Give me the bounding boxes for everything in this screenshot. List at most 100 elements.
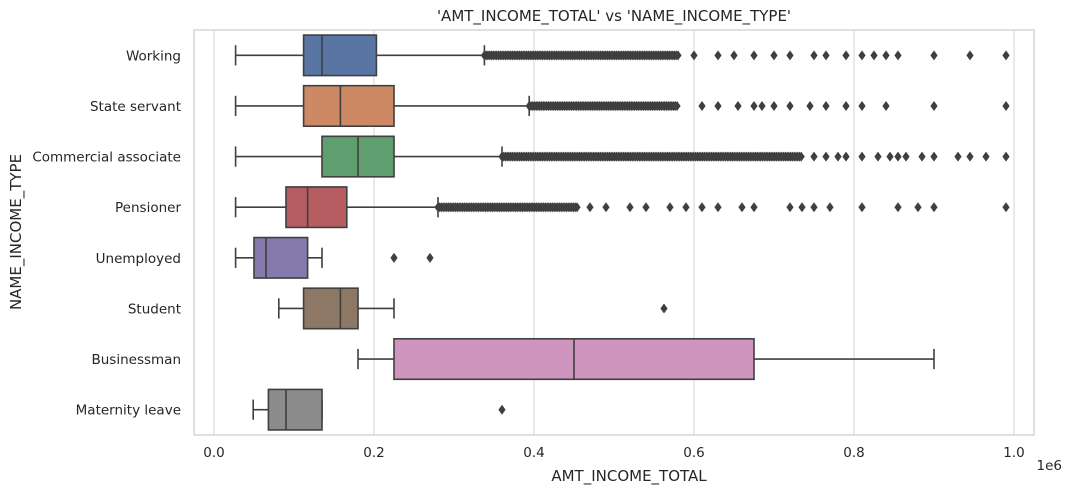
box-businessman: [357, 338, 935, 381]
outlier-point: [894, 151, 902, 162]
outlier-point: [882, 50, 890, 61]
outlier-point: [786, 202, 794, 213]
outlier-point: [426, 252, 434, 263]
outlier-point: [886, 151, 894, 162]
outlier-point: [966, 151, 974, 162]
x-tick-label: 0.6: [683, 445, 704, 461]
outlier-point: [930, 202, 938, 213]
outlier-point: [626, 202, 634, 213]
outlier-point: [738, 202, 746, 213]
outlier-point: [930, 100, 938, 111]
iqr-box: [302, 34, 378, 77]
y-tick-label: Commercial associate: [32, 150, 181, 166]
outlier-point: [858, 202, 866, 213]
outlier-point: [810, 151, 818, 162]
iqr-box: [302, 84, 395, 127]
tick-labels: 0.0 0.2 0.4 0.6 0.8 1.0 Working State servant Co…: [32, 48, 1024, 461]
outlier-point: [870, 50, 878, 61]
outlier-point: [834, 151, 842, 162]
y-axis-title: NAME_INCOME_TYPE: [7, 154, 26, 310]
box-student: [277, 287, 668, 330]
outlier-point: [758, 100, 766, 111]
outlier-point: [770, 100, 778, 111]
outlier-point: [822, 50, 830, 61]
outlier-point: [770, 50, 778, 61]
outlier-point: [810, 50, 818, 61]
outlier-point: [822, 151, 830, 162]
y-tick-label: Student: [128, 301, 181, 317]
outlier-point: [798, 202, 806, 213]
outlier-point: [730, 50, 738, 61]
outlier-point: [966, 50, 974, 61]
chart-title: 'AMT_INCOME_TOTAL' vs 'NAME_INCOME_TYPE': [437, 7, 791, 26]
y-tick-label: State servant: [90, 99, 181, 115]
outlier-point: [842, 100, 850, 111]
y-tick-label: Businessman: [91, 352, 181, 368]
outlier-point: [858, 100, 866, 111]
outlier-point: [842, 151, 850, 162]
x-axis-title: AMT_INCOME_TOTAL: [551, 467, 707, 486]
outlier-point: [930, 50, 938, 61]
outlier-point: [1002, 202, 1010, 213]
box-state-servant: [234, 84, 1010, 127]
outlier-point: [786, 100, 794, 111]
outlier-point: [954, 151, 962, 162]
iqr-box: [285, 186, 348, 229]
outlier-point: [673, 100, 681, 111]
outlier-point: [698, 100, 706, 111]
x-tick-label: 0.4: [523, 445, 544, 461]
outlier-point: [1002, 100, 1010, 111]
outlier-point: [498, 404, 506, 415]
iqr-box: [253, 236, 309, 279]
outlier-point: [714, 202, 722, 213]
outlier-point: [714, 100, 722, 111]
box-pensioner: [234, 186, 1010, 229]
outlier-point: [822, 100, 830, 111]
outlier-point: [750, 202, 758, 213]
box-unemployed: [234, 236, 434, 279]
outlier-point: [918, 151, 926, 162]
box-working: [234, 34, 1010, 77]
outlier-point: [573, 202, 581, 213]
y-tick-label: Unemployed: [96, 251, 181, 267]
outlier-point: [882, 100, 890, 111]
outlier-point: [750, 50, 758, 61]
x-tick-label: 0.8: [843, 445, 864, 461]
outlier-point: [1002, 151, 1010, 162]
x-tick-label: 0.2: [363, 445, 384, 461]
x-tick-label: 1.0: [1003, 445, 1024, 461]
y-tick-label: Maternity leave: [76, 403, 181, 419]
outlier-point: [682, 202, 690, 213]
y-tick-label: Pensioner: [115, 200, 181, 216]
outlier-point: [714, 50, 722, 61]
iqr-box: [267, 388, 323, 431]
plot-frame: [193, 29, 1035, 436]
outlier-point: [698, 202, 706, 213]
outlier-point: [858, 151, 866, 162]
outlier-point: [982, 151, 990, 162]
iqr-box: [302, 287, 359, 330]
outlier-point: [930, 151, 938, 162]
outlier-point: [902, 151, 910, 162]
outlier-point: [914, 202, 922, 213]
outlier-point: [666, 202, 674, 213]
outlier-point: [690, 50, 698, 61]
outlier-point: [797, 151, 805, 162]
outlier-point: [674, 50, 682, 61]
outlier-point: [750, 100, 758, 111]
x-axis-offset-label: 1e6: [1037, 458, 1062, 474]
outlier-point: [390, 252, 398, 263]
outlier-point: [894, 50, 902, 61]
outlier-point: [894, 202, 902, 213]
outlier-point: [826, 202, 834, 213]
outlier-point: [1002, 50, 1010, 61]
box-commercial-associate: [234, 135, 1010, 178]
outlier-point: [660, 303, 668, 314]
x-tick-label: 0.0: [203, 445, 224, 461]
outlier-point: [858, 50, 866, 61]
outlier-point: [842, 50, 850, 61]
outlier-point: [586, 202, 594, 213]
outlier-point: [806, 100, 814, 111]
outlier-point: [786, 50, 794, 61]
outlier-point: [810, 202, 818, 213]
